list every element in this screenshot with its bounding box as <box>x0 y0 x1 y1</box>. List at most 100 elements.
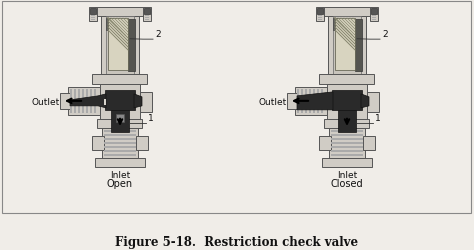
Bar <box>90 90 92 114</box>
Polygon shape <box>297 92 333 110</box>
Bar <box>136 136 148 150</box>
Bar <box>367 92 379 112</box>
Bar <box>100 84 140 119</box>
Bar <box>295 88 327 116</box>
Bar <box>60 94 70 110</box>
Bar <box>319 74 374 85</box>
Bar <box>104 134 136 136</box>
Bar <box>316 8 324 22</box>
Bar <box>111 110 129 132</box>
Bar <box>116 114 124 122</box>
Bar <box>372 20 376 21</box>
Bar <box>143 8 151 22</box>
Bar <box>91 20 95 21</box>
Bar <box>104 138 136 140</box>
Bar <box>95 8 145 17</box>
Bar <box>104 146 136 148</box>
Bar <box>145 20 149 21</box>
Text: 1: 1 <box>148 114 154 122</box>
Bar <box>328 17 366 74</box>
Text: Closed: Closed <box>331 178 363 188</box>
Bar <box>101 17 139 74</box>
Bar <box>331 150 363 152</box>
Bar <box>338 110 356 132</box>
Text: 2: 2 <box>382 30 388 39</box>
Bar <box>2 2 471 213</box>
Bar <box>322 158 372 167</box>
Text: 1: 1 <box>375 114 381 122</box>
Bar <box>372 16 376 17</box>
Bar <box>104 130 136 132</box>
Bar <box>104 142 136 144</box>
Bar <box>335 19 355 70</box>
Text: Inlet: Inlet <box>337 170 357 179</box>
Text: Open: Open <box>107 178 133 188</box>
Text: Outlet: Outlet <box>259 98 287 107</box>
Bar <box>108 19 128 70</box>
Bar <box>82 90 84 114</box>
Bar <box>297 90 299 114</box>
Bar <box>305 90 307 114</box>
Bar <box>325 119 370 128</box>
Text: Outlet: Outlet <box>32 98 60 107</box>
Polygon shape <box>70 94 106 108</box>
Bar <box>321 90 323 114</box>
Bar <box>91 16 95 17</box>
Bar <box>104 100 106 105</box>
Bar <box>105 90 135 110</box>
Text: Figure 5-18.  Restriction check valve: Figure 5-18. Restriction check valve <box>116 235 358 248</box>
Bar <box>309 90 311 114</box>
Bar <box>333 17 361 74</box>
Bar <box>331 138 363 140</box>
Bar <box>318 20 322 21</box>
Bar <box>98 119 143 128</box>
Bar <box>332 90 362 110</box>
Bar <box>327 84 367 119</box>
Bar <box>74 90 76 114</box>
Bar <box>140 92 152 112</box>
Bar <box>106 17 134 74</box>
Bar <box>331 154 363 156</box>
Bar <box>68 88 100 116</box>
Bar <box>92 136 104 150</box>
Bar <box>92 74 147 85</box>
Bar <box>372 18 376 19</box>
Bar <box>104 150 136 152</box>
Bar <box>128 20 135 72</box>
Bar <box>333 19 338 31</box>
Bar <box>86 90 88 114</box>
Bar <box>145 18 149 19</box>
Bar <box>319 136 331 150</box>
Bar <box>331 134 363 136</box>
Bar <box>89 8 97 22</box>
Bar <box>355 20 362 72</box>
Bar <box>95 158 145 167</box>
Bar <box>91 18 95 19</box>
Bar <box>313 90 315 114</box>
Bar <box>145 16 149 17</box>
Bar <box>287 94 297 110</box>
Bar <box>322 8 372 17</box>
Bar <box>318 16 322 17</box>
Bar <box>317 9 323 15</box>
Bar <box>363 136 375 150</box>
Bar <box>331 142 363 144</box>
Bar <box>106 19 111 31</box>
Bar <box>317 90 319 114</box>
Bar <box>104 154 136 156</box>
Text: Inlet: Inlet <box>110 170 130 179</box>
Text: 2: 2 <box>155 30 161 39</box>
Bar <box>301 90 303 114</box>
Bar <box>331 146 363 148</box>
Bar <box>70 90 72 114</box>
Bar <box>102 128 138 158</box>
Bar <box>94 90 96 114</box>
Bar <box>329 128 365 158</box>
Bar <box>371 9 377 15</box>
Polygon shape <box>361 94 369 108</box>
Bar <box>318 18 322 19</box>
Bar <box>144 9 150 15</box>
Bar <box>370 8 378 22</box>
Bar <box>90 9 96 15</box>
Polygon shape <box>134 94 142 108</box>
